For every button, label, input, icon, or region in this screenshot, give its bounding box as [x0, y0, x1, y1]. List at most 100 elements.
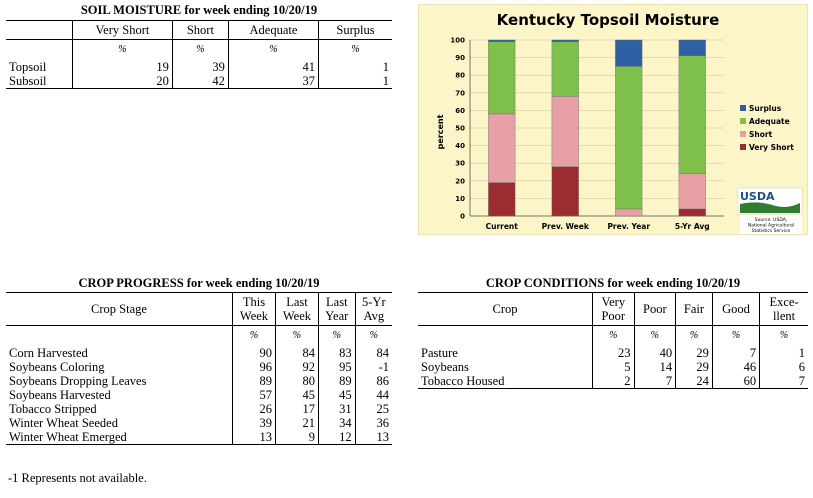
- value-cell: 7: [711, 346, 760, 360]
- bar-segment-surplus: [615, 39, 643, 67]
- bar-segment-surplus: [488, 39, 516, 42]
- value-cell: 13: [354, 430, 392, 445]
- source-note-background: [740, 215, 802, 234]
- value-cell: 96: [232, 360, 276, 374]
- y-tick-label: 40: [455, 142, 465, 150]
- unit-cell: %: [351, 44, 360, 55]
- value-cell: 9: [274, 430, 319, 445]
- table-row: Winter Wheat Seeded 39 21 34 36: [6, 416, 392, 430]
- header-line: 5-Yr: [362, 295, 386, 309]
- unit-cell-blank: [6, 326, 233, 347]
- value-cell: 2: [592, 374, 635, 389]
- x-tick-label: Current: [486, 222, 519, 231]
- x-tick-label: 5-Yr Avg: [675, 222, 710, 231]
- table-row: Soybeans Coloring 96 92 95 -1: [6, 360, 392, 374]
- header-line: Week: [282, 309, 312, 323]
- value-cell: 17: [274, 402, 319, 416]
- row-label: Tobacco Stripped: [9, 402, 97, 416]
- header-line: This: [242, 295, 266, 309]
- bar-segment-surplus: [551, 39, 579, 42]
- value-cell: 57: [232, 388, 276, 402]
- value-cell: 40: [633, 346, 676, 360]
- value-cell: 1: [382, 60, 389, 74]
- value-cell: 29: [675, 346, 713, 360]
- value-cell: 21: [274, 416, 319, 430]
- header-line: Very: [601, 295, 626, 309]
- topsoil-moisture-chart: Kentucky Topsoil Moisture percent 0 10 20 3…: [417, 3, 809, 236]
- row-label: Subsoil: [6, 74, 73, 89]
- y-tick-label: 100: [450, 37, 465, 45]
- condition-col-header: Exce-llent: [759, 292, 808, 326]
- unit-cell: %: [172, 39, 229, 60]
- legend-swatch: [740, 118, 746, 124]
- unit-cell: %: [592, 325, 635, 346]
- value-cell: 36: [354, 416, 392, 430]
- value-cell: 86: [354, 374, 392, 388]
- value-cell: 80: [274, 374, 319, 388]
- bar-segment-adequate: [678, 55, 706, 174]
- value-cell: 5: [592, 360, 635, 374]
- row-label: Tobacco Housed: [418, 374, 593, 389]
- value-cell: 46: [711, 360, 760, 374]
- bar-segment-adequate: [615, 66, 643, 210]
- value-cell: 89: [232, 374, 276, 388]
- header-line: Fair: [683, 302, 705, 316]
- usda-logo: USDA: [737, 187, 803, 215]
- unit-cell: %: [675, 325, 713, 346]
- y-tick-label: 70: [455, 89, 465, 97]
- bar-segment-short: [678, 173, 706, 210]
- row-label: Soybeans: [421, 360, 469, 374]
- soil-moisture-table: Very Short Short Adequate Surplus % % % …: [6, 20, 392, 89]
- soil-col-header: Short: [172, 20, 229, 40]
- value-cell: 45: [317, 388, 356, 402]
- table-row: Pasture 23 40 29 7 1: [418, 346, 808, 360]
- value-cell: 84: [354, 346, 392, 360]
- table-row: Soybeans Harvested 57 45 45 44: [6, 388, 392, 402]
- value-cell: 13: [232, 430, 276, 445]
- header-line: Week: [239, 309, 269, 323]
- unit-cell: %: [274, 325, 319, 346]
- usda-logo-text: USDA: [740, 190, 775, 203]
- progress-col-header: 5-Yr Avg: [354, 292, 392, 326]
- legend-label: Surplus: [749, 104, 782, 113]
- legend-swatch: [740, 105, 746, 111]
- crop-progress-title: CROP PROGRESS for week ending 10/20/19: [78, 276, 320, 290]
- value-cell: 24: [675, 374, 713, 389]
- value-cell: 92: [274, 360, 319, 374]
- bar-segment-short: [615, 208, 643, 217]
- y-tick-label: 60: [455, 107, 465, 115]
- bar-segment-adequate: [488, 41, 516, 115]
- crop-header: Crop: [418, 292, 593, 326]
- bar-segment-very-short: [678, 208, 706, 217]
- value-cell: 89: [317, 374, 356, 388]
- header-line: llent: [772, 309, 796, 323]
- value-cell: 39: [232, 416, 276, 430]
- value-cell: 44: [354, 388, 392, 402]
- soil-moisture-title: SOIL MOISTURE for week ending 10/20/19: [80, 3, 318, 17]
- unit-cell: %: [72, 39, 173, 60]
- soil-col-header: Adequate: [228, 20, 320, 40]
- x-tick-label: Prev. Week: [542, 222, 590, 231]
- value-cell: 6: [759, 360, 808, 374]
- row-label: Soybeans Harvested: [9, 388, 111, 402]
- table-row: Soybeans Dropping Leaves 89 80 89 86: [6, 374, 392, 388]
- value-cell: 34: [317, 416, 356, 430]
- value-cell: 42: [172, 74, 229, 89]
- condition-col-header: Fair: [675, 292, 713, 326]
- bar-segment-surplus: [678, 39, 706, 57]
- progress-col-header: Last Week: [274, 292, 319, 326]
- value-cell: 1: [759, 346, 808, 360]
- chart-legend: Surplus Adequate Short Very Short: [740, 104, 794, 152]
- table-row: Tobacco Housed 2 7 24 60 7: [418, 374, 808, 389]
- row-label: Corn Harvested: [9, 346, 88, 360]
- y-tick-label: 10: [455, 195, 465, 203]
- unit-cell: %: [711, 325, 760, 346]
- header-line: Poor: [601, 309, 626, 323]
- source-line: Statistics Service: [752, 228, 791, 234]
- value-cell: 7: [759, 374, 808, 389]
- y-tick-label: 90: [455, 54, 465, 62]
- unit-cell-blank: [418, 326, 593, 347]
- soil-header-blank: [6, 20, 73, 40]
- x-tick-label: Prev. Year: [607, 222, 650, 231]
- table-row: Subsoil 20 42 37 1: [6, 74, 392, 89]
